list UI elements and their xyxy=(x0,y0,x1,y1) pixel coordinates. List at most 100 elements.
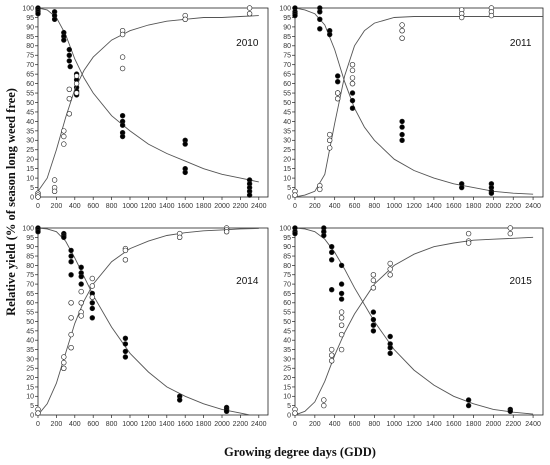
x-tick-label: 1600 xyxy=(446,421,462,428)
filled-data-point xyxy=(68,247,74,254)
filled-data-point xyxy=(122,341,129,347)
y-tick-label: 25 xyxy=(283,366,291,373)
filled-data-point xyxy=(119,112,126,119)
open-data-point xyxy=(465,230,472,237)
open-data-point xyxy=(119,31,126,38)
y-tick-label: 10 xyxy=(26,176,34,183)
y-tick-label: 5 xyxy=(30,185,34,192)
open-data-point xyxy=(488,12,495,19)
filled-data-point xyxy=(61,234,67,241)
filled-data-point xyxy=(66,46,73,53)
open-data-point xyxy=(73,80,80,87)
filled-data-point xyxy=(68,259,74,265)
x-tick-label: 2400 xyxy=(251,203,267,210)
open-data-point xyxy=(78,313,84,319)
fitted-curve xyxy=(38,8,259,183)
x-tick-label: 1200 xyxy=(141,203,157,210)
y-tick-label: 65 xyxy=(26,72,34,79)
open-data-point xyxy=(68,315,74,321)
filled-data-point xyxy=(349,90,356,96)
filled-data-point xyxy=(329,257,335,263)
series-filled xyxy=(35,5,259,198)
y-tick-label: 15 xyxy=(26,384,34,391)
filled-data-point xyxy=(507,408,513,414)
y-tick-label: 45 xyxy=(283,328,291,335)
x-tick-label: 800 xyxy=(106,421,118,428)
y-tick-label: 0 xyxy=(287,412,291,419)
y-tick-label: 90 xyxy=(26,24,34,31)
filled-data-point xyxy=(370,328,377,334)
filled-data-point xyxy=(292,230,298,237)
x-tick-label: 2200 xyxy=(505,421,521,428)
filled-data-point xyxy=(66,58,73,64)
filled-data-point xyxy=(399,118,405,125)
filled-data-point xyxy=(119,122,126,128)
open-data-point xyxy=(66,111,73,117)
open-data-point xyxy=(119,65,126,72)
open-data-point xyxy=(459,14,465,21)
x-tick-label: 1400 xyxy=(159,421,175,428)
y-tick-label: 20 xyxy=(26,375,34,382)
open-data-point xyxy=(349,67,356,74)
y-tick-label: 60 xyxy=(283,81,291,88)
x-tick-label: 400 xyxy=(329,203,341,210)
y-tick-label: 30 xyxy=(283,138,291,145)
open-data-point xyxy=(292,410,298,416)
x-tick-label: 2200 xyxy=(505,203,521,210)
y-tick-label: 55 xyxy=(283,310,291,317)
x-tick-label: 1000 xyxy=(386,203,402,210)
open-data-point xyxy=(399,28,405,34)
y-tick-label: 95 xyxy=(26,235,34,242)
x-tick-label: 1000 xyxy=(386,421,402,428)
x-tick-label: 800 xyxy=(369,421,381,428)
x-tick-label: 2200 xyxy=(233,203,249,210)
open-data-point xyxy=(338,331,345,338)
x-tick-label: 1600 xyxy=(446,203,462,210)
y-tick-label: 50 xyxy=(26,319,34,326)
y-tick-label: 55 xyxy=(26,90,34,97)
y-tick-label: 35 xyxy=(26,347,34,354)
filled-data-point xyxy=(246,192,253,198)
x-tick-label: 1800 xyxy=(196,421,212,428)
y-tick-label: 70 xyxy=(283,62,291,69)
open-data-point xyxy=(329,352,335,358)
filled-data-point xyxy=(89,305,96,312)
open-data-point xyxy=(119,54,126,60)
open-data-point xyxy=(122,257,129,263)
x-tick-label: 1400 xyxy=(426,421,442,428)
open-data-point xyxy=(51,188,58,195)
y-tick-label: 5 xyxy=(30,403,34,410)
series-open xyxy=(292,225,534,416)
filled-data-point xyxy=(177,397,183,403)
open-data-point xyxy=(338,309,345,315)
filled-data-point xyxy=(78,273,84,280)
filled-data-point xyxy=(335,73,341,79)
filled-data-point xyxy=(182,141,188,147)
y-tick-label: 80 xyxy=(283,43,291,50)
open-data-point xyxy=(399,22,405,28)
open-data-point xyxy=(329,358,335,364)
x-tick-label: 1400 xyxy=(159,203,175,210)
x-tick-label: 1000 xyxy=(122,421,138,428)
filled-data-point xyxy=(335,78,341,85)
y-tick-label: 60 xyxy=(283,300,291,307)
open-data-point xyxy=(182,16,188,22)
filled-data-point xyxy=(321,232,327,239)
y-tick-label: 55 xyxy=(283,90,291,97)
y-tick-label: 90 xyxy=(283,24,291,31)
open-data-point xyxy=(370,285,377,291)
open-data-point xyxy=(61,133,67,140)
open-data-point xyxy=(335,90,341,96)
open-data-point xyxy=(349,80,356,87)
y-tick-label: 75 xyxy=(26,53,34,60)
y-tick-label: 15 xyxy=(283,166,291,173)
open-data-point xyxy=(370,272,377,278)
open-data-point xyxy=(465,240,472,246)
x-tick-label: 2000 xyxy=(214,203,230,210)
open-data-point xyxy=(327,145,333,151)
x-tick-label: 800 xyxy=(369,203,381,210)
y-tick-label: 20 xyxy=(26,157,34,164)
filled-data-point xyxy=(399,131,405,138)
panel-2015: 0 200 400 600 800 1000 1200 1400 1600 1800 2000 220… xyxy=(279,225,544,428)
